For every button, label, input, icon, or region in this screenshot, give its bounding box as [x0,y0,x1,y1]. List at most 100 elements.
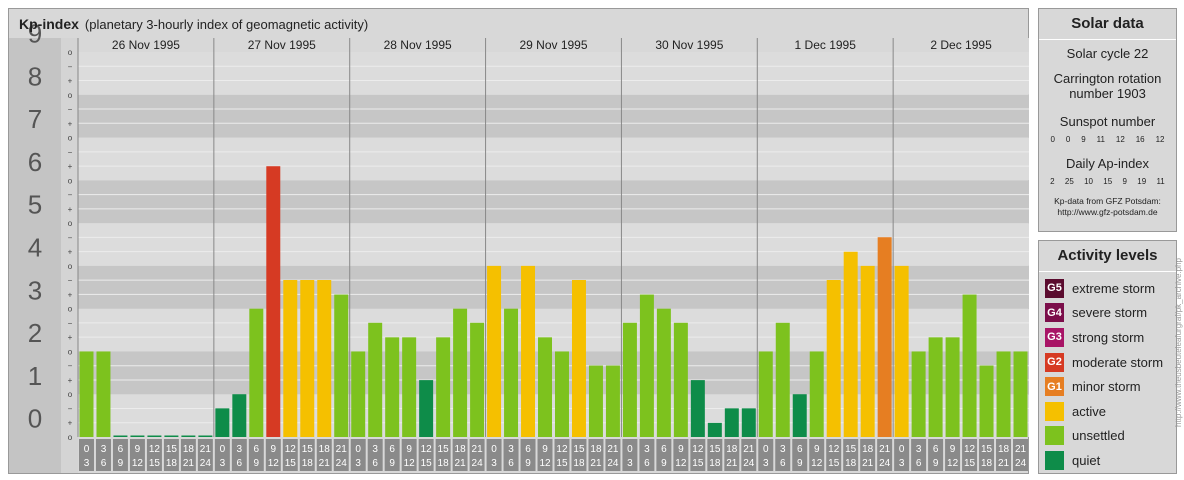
sub-tick-label: − [68,105,73,114]
sub-tick-label: o [68,91,73,100]
interval-cell [792,439,808,471]
interval-start: 0 [220,444,226,455]
ap-value-5: 19 [1137,177,1147,186]
kp-bar [538,337,552,437]
interval-cell [962,439,978,471]
interval-cell [248,439,264,471]
interval-cell [180,439,196,471]
ap-value-0: 2 [1050,177,1055,186]
interval-end: 18 [709,458,721,469]
sub-tick-label: + [68,162,73,171]
kp-bar [928,337,943,437]
kp-bar [571,280,586,437]
interval-end: 12 [132,458,144,469]
interval-end: 9 [933,458,939,469]
sub-tick-label: o [68,176,73,185]
interval-start: 21 [472,444,484,455]
interval-start: 21 [336,444,348,455]
kp-bar [130,435,145,437]
interval-cell [928,439,944,471]
kp-bar [470,322,485,437]
interval-end: 21 [726,458,738,469]
interval-end: 9 [797,458,803,469]
kp-bar [877,237,892,437]
interval-start: 6 [661,444,667,455]
interval-cell [401,439,417,471]
sub-tick-label: o [68,219,73,228]
kp-bar [113,435,128,437]
level-swatch: G2 [1045,352,1064,372]
activity-level-3: G2 moderate storm [1039,350,1176,375]
interval-end: 21 [998,458,1010,469]
sub-tick-label: + [68,376,73,385]
interval-cell [163,439,179,471]
interval-start: 15 [302,444,314,455]
sub-tick-label: − [68,191,73,200]
level-label: unsettled [1072,428,1125,444]
kp-bar [368,322,383,437]
interval-end: 24 [336,458,348,469]
kp-bar [656,308,671,437]
interval-cell [520,439,536,471]
sunspot-value-4: 12 [1115,135,1125,144]
interval-start: 6 [797,444,803,455]
interval-cell [741,439,757,471]
interval-start: 0 [84,444,90,455]
interval-start: 12 [692,444,704,455]
interval-start: 21 [879,444,891,455]
kp-bar [1013,351,1028,437]
interval-end: 3 [355,458,361,469]
kp-bar [164,435,179,437]
kp-bar [588,365,603,437]
sub-tick-label: − [68,362,73,371]
interval-start: 6 [254,444,260,455]
interval-start: 15 [981,444,993,455]
kp-bar [809,351,824,437]
sunspot-value-0: 0 [1050,135,1055,144]
interval-end: 3 [627,458,633,469]
credit-link[interactable]: http://www.gfz-potsdam.de [1057,207,1158,217]
interval-start: 9 [135,444,141,455]
sunspot-value-2: 9 [1081,135,1086,144]
sub-tick-label: o [68,305,73,314]
kp-bar [215,408,230,437]
interval-end: 24 [879,458,891,469]
interval-cell [265,439,281,471]
interval-end: 9 [389,458,395,469]
solar-data-title: Solar data [1039,9,1176,40]
interval-start: 0 [899,444,905,455]
interval-end: 21 [590,458,602,469]
interval-end: 15 [421,458,433,469]
y-axis-column [9,38,61,473]
kp-bar [96,351,111,437]
y-tick-label: 3 [28,275,42,305]
interval-cell [231,439,247,471]
interval-end: 18 [166,458,178,469]
solar-cycle: Solar cycle 22 [1066,46,1149,61]
kp-bar [453,308,468,437]
interval-cell [129,439,145,471]
interval-end: 12 [539,458,551,469]
kp-bar [436,337,451,437]
interval-cell [673,439,689,471]
interval-start: 12 [964,444,976,455]
kp-bar [181,435,196,437]
interval-cell [588,439,604,471]
sub-tick-label: + [68,119,73,128]
interval-end: 18 [302,458,314,469]
interval-start: 9 [406,444,412,455]
day-header-2: 28 Nov 1995 [384,38,452,52]
carrington-line2: number 1903 [1069,86,1146,101]
interval-cell [146,439,162,471]
level-label: strong storm [1072,329,1145,345]
sub-tick-label: − [68,319,73,328]
kp-bar [843,251,858,437]
interval-end: 18 [573,458,585,469]
interval-end: 9 [118,458,124,469]
interval-start: 3 [780,444,786,455]
interval-cell [996,439,1012,471]
activity-level-7: quiet [1039,448,1176,473]
kp-bar [521,265,536,437]
level-swatch: G3 [1045,327,1064,347]
interval-start: 12 [556,444,568,455]
